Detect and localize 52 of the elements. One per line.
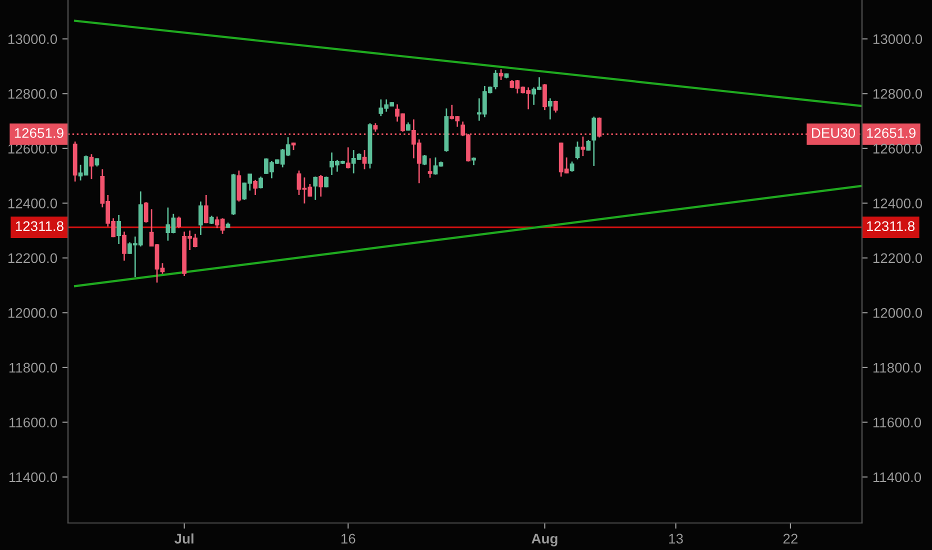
y2-tick-label: 12800.0: [873, 88, 922, 99]
candlestick: [89, 153, 94, 180]
y2-tick-label: 11600.0: [873, 418, 922, 428]
y2-tick-label: 11400.0: [873, 472, 922, 482]
y-tick-label: 11400.0: [9, 472, 58, 482]
candlestick: [258, 176, 263, 190]
ref-line-label: 12311.8: [16, 221, 64, 232]
y2-tick-label: 12200.0: [873, 253, 922, 264]
text: 12651.9: [867, 128, 916, 138]
y-tick-label: 12800.0: [8, 88, 58, 99]
candlestick: [422, 154, 427, 166]
x-tick-label: 22: [783, 534, 798, 544]
y-tick-label: 12400.0: [8, 198, 58, 208]
candlestick: [570, 160, 574, 172]
candlestick: [253, 179, 258, 196]
y-tick-label: 11600.0: [9, 418, 58, 428]
candlestick: [362, 149, 367, 170]
candlestick: [198, 200, 203, 236]
candlestick: [428, 158, 432, 178]
text: 12311.8: [867, 221, 915, 232]
y2-tick-label: 13000.0: [873, 34, 922, 44]
y-tick-label: 13000.0: [8, 34, 58, 44]
candlestick: [493, 69, 498, 90]
candlestick: [575, 140, 580, 160]
candlestick: [204, 194, 208, 224]
annotation: DEU30: [812, 128, 856, 138]
x-tick-label: 13: [669, 534, 683, 544]
candlestick: [144, 201, 148, 224]
y2-tick-label: 12400.0: [873, 198, 922, 208]
candlestick: [580, 136, 586, 157]
y2-tick-label: 11800.0: [873, 362, 922, 373]
x-tick-label: Aug: [532, 534, 558, 546]
ref-line-label: 12651.9: [14, 128, 64, 138]
candlestick: [324, 176, 328, 188]
candlestick: [122, 230, 126, 262]
candlestick: [318, 174, 324, 198]
candlestick: [548, 98, 552, 120]
x-tick-label: 16: [341, 534, 356, 544]
candlestick: [176, 216, 182, 229]
y-tick-label: 12000.0: [8, 308, 58, 318]
candlestick: [313, 176, 318, 201]
candlestick: [597, 116, 602, 138]
candlestick: [346, 146, 350, 170]
y2-tick-label: 12000.0: [873, 308, 922, 318]
x-tick-label: Jul: [174, 533, 194, 544]
candlestick: [542, 83, 547, 111]
candlestick: [498, 68, 504, 81]
candlestick: [592, 116, 596, 167]
y-tick-label: 12200.0: [8, 253, 58, 264]
y-tick-label: 11800.0: [9, 362, 58, 373]
candlestick: [116, 214, 121, 245]
y2-tick-label: 12600.0: [873, 144, 922, 154]
